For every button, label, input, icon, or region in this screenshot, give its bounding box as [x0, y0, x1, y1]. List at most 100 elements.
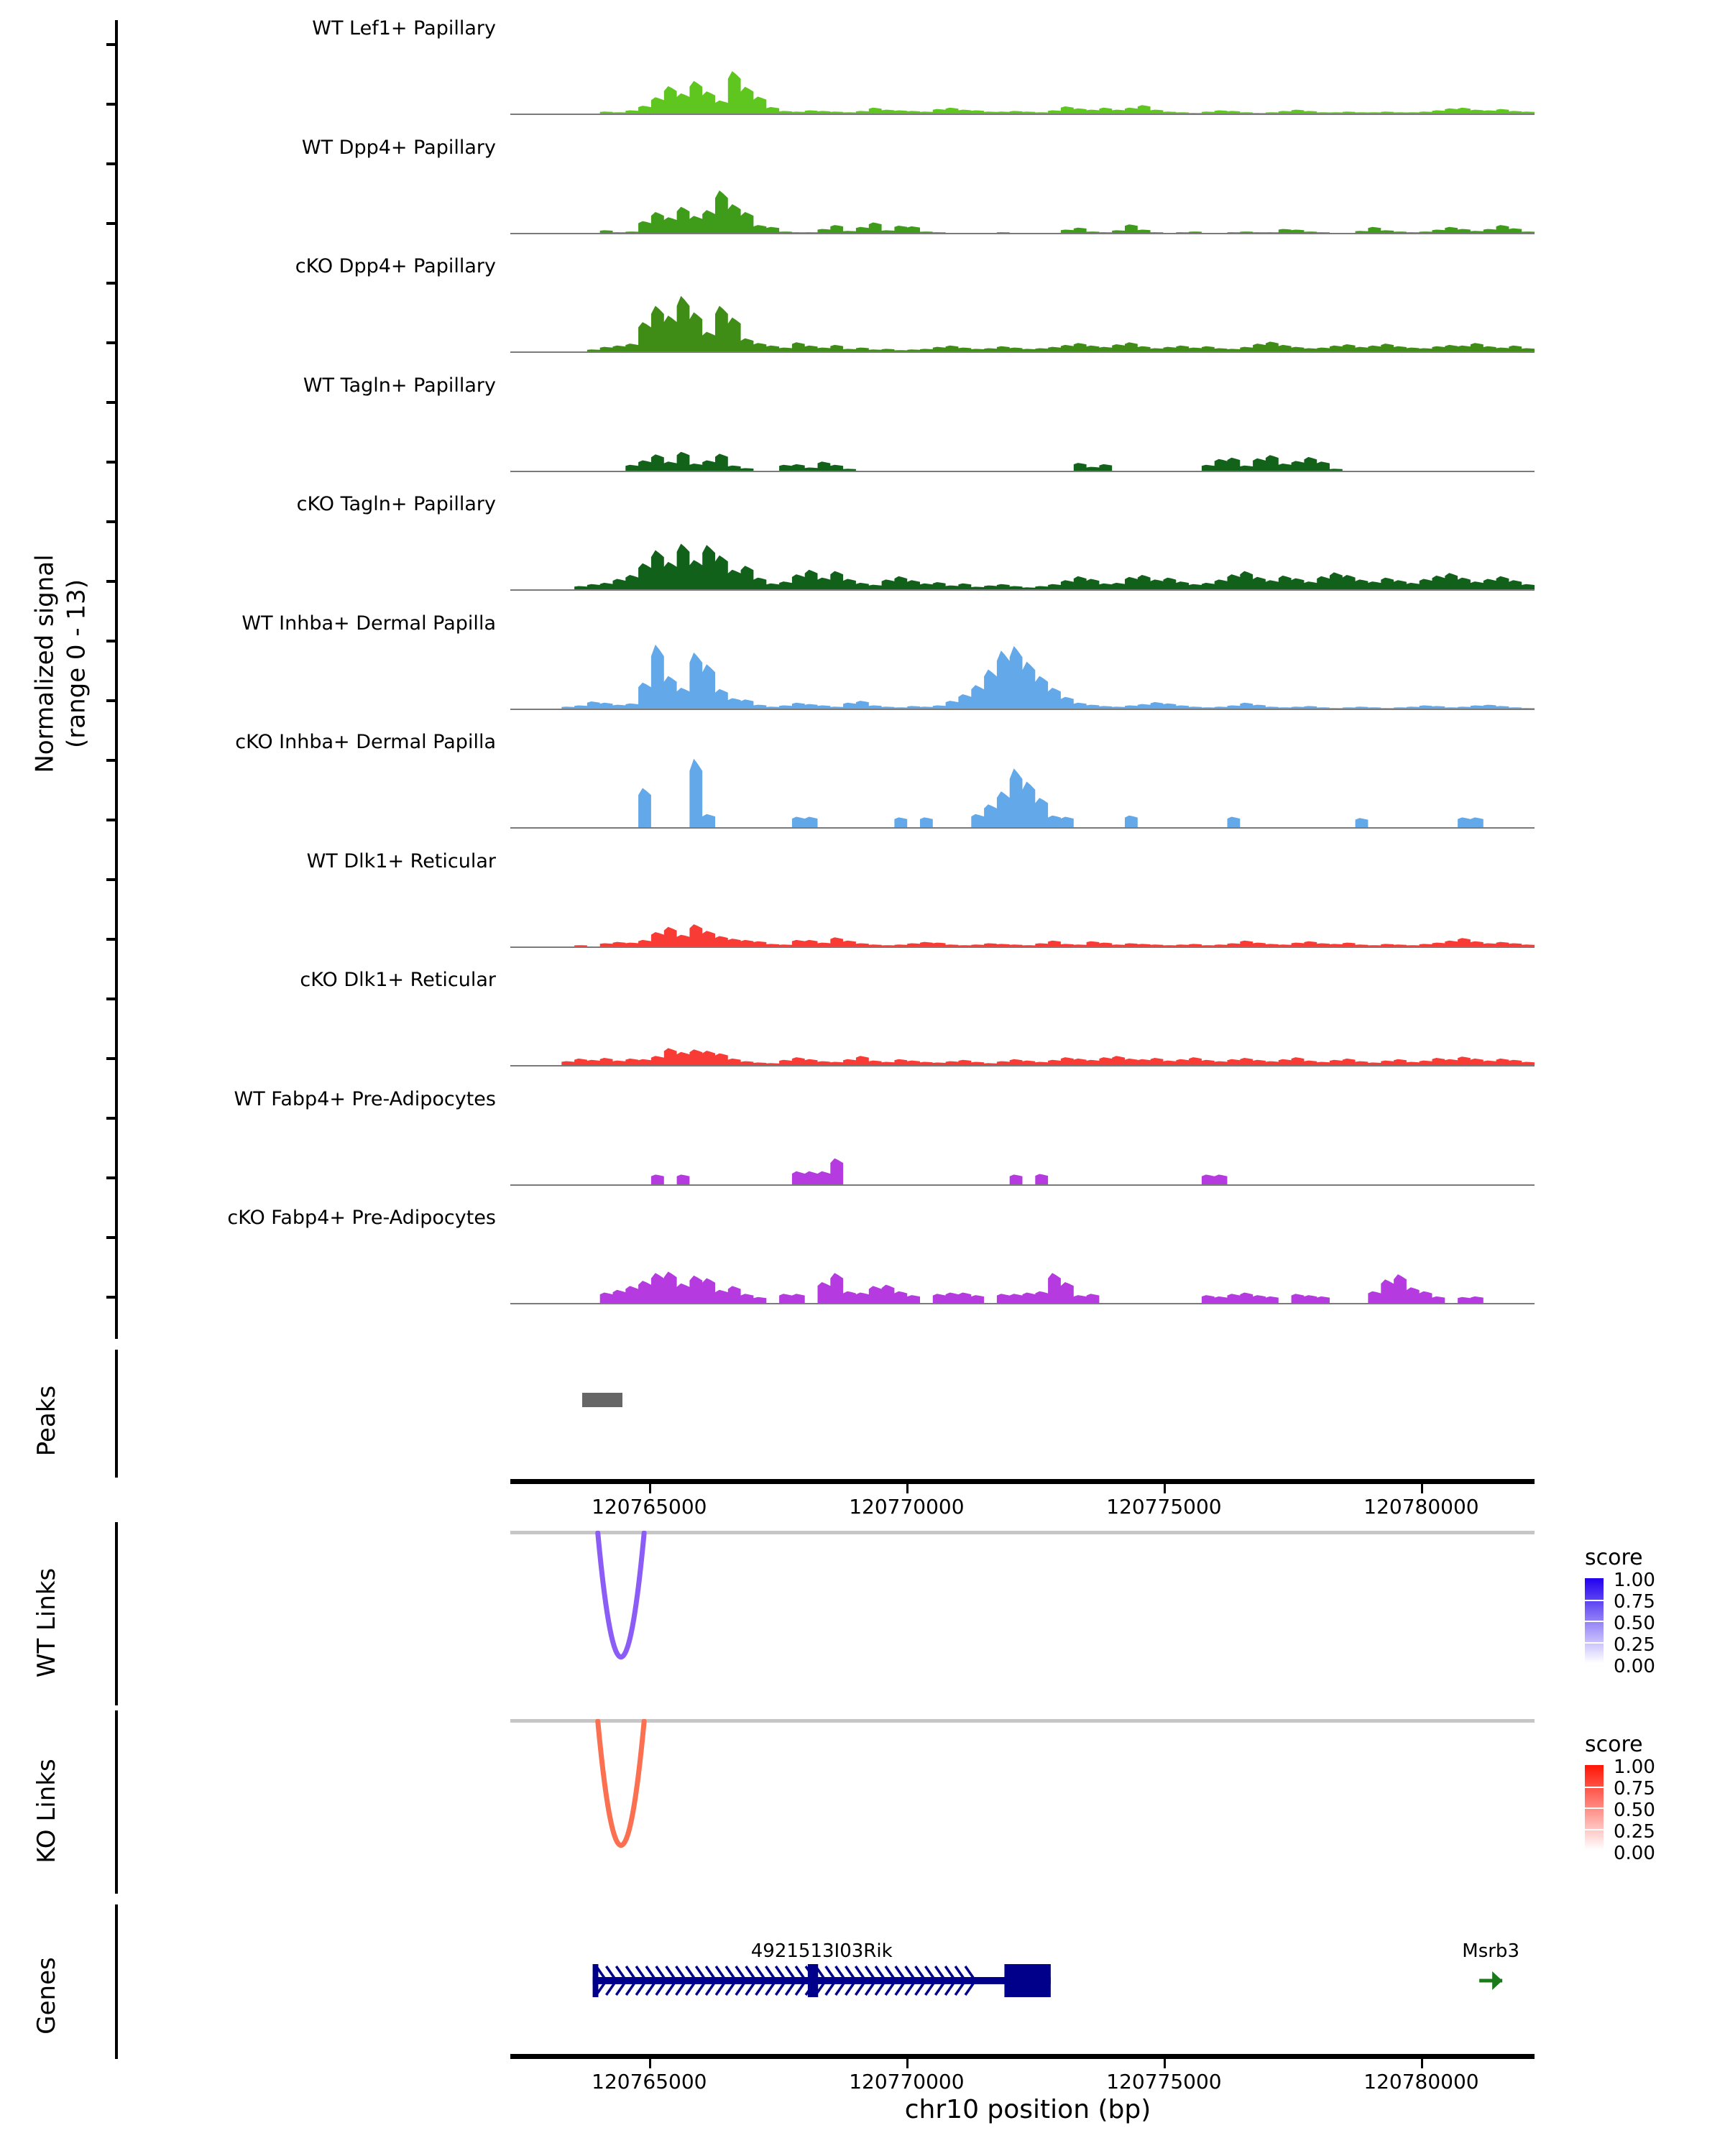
gene-strand-arrow-icon: [714, 1965, 728, 1996]
coverage-track-label: WT Tagln+ Papillary: [303, 374, 496, 397]
coverage-track-label: cKO Dlk1+ Reticular: [300, 969, 496, 991]
y-axis-tick: [106, 640, 116, 642]
gene-exon[interactable]: [592, 1964, 599, 1997]
gene-body: [592, 1977, 1051, 1984]
coverage-track-label: cKO Dpp4+ Papillary: [295, 255, 496, 277]
coverage-track-label: WT Lef1+ Papillary: [312, 17, 496, 40]
coverage-track-label: WT Dpp4+ Papillary: [301, 136, 496, 159]
genes-axis-tick-label: 120765000: [592, 2070, 707, 2093]
gene-strand-arrow-icon: [814, 1965, 827, 1996]
y-axis-tick: [106, 1236, 116, 1239]
coverage-signal-6: [510, 758, 1535, 827]
gene-strand-arrow-icon: [914, 1965, 927, 1996]
peaks-axis-tick-label: 120775000: [1106, 1495, 1222, 1519]
ko-links-y-axis: [115, 1710, 118, 1894]
gene-strand-arrow-icon: [694, 1965, 708, 1996]
coverage-signal-8: [510, 1048, 1535, 1065]
coverage-baseline: [510, 470, 1535, 472]
y-axis-tick: [106, 43, 116, 46]
peaks-axis-line: [510, 1479, 1535, 1484]
gene-name-label: Msrb3: [1462, 1940, 1519, 1962]
ko-links-arcs: [595, 1719, 647, 1848]
peaks-axis-tick-label: 120780000: [1363, 1495, 1479, 1519]
coverage-baseline: [510, 351, 1535, 353]
gene-strand-arrow-icon: [864, 1965, 878, 1996]
gene-strand-arrow-icon: [944, 1965, 957, 1996]
score-legend-tick-label: 0.25: [1614, 1821, 1655, 1843]
gene-name-label: 4921513I03Rik: [750, 1940, 893, 1962]
genes-section-label: Genes: [32, 1957, 61, 2035]
gene-strand-arrow-icon: [834, 1965, 847, 1996]
gene-strand-arrow-icon: [645, 1965, 658, 1996]
score-legend-tickmark: [1585, 1807, 1604, 1809]
coverage-track-label: WT Dlk1+ Reticular: [306, 849, 496, 872]
peaks-axis-tick: [906, 1484, 909, 1493]
gene-strand-arrow-icon: [655, 1965, 668, 1996]
y-axis-tick: [106, 282, 116, 285]
coverage-baseline: [510, 589, 1535, 591]
peaks-section-label: Peaks: [32, 1385, 61, 1457]
gene-strand-arrow-icon: [765, 1965, 778, 1996]
gene-strand-arrow-icon: [1492, 1971, 1503, 1990]
genes-axis-line: [510, 2054, 1535, 2059]
score-legend-tickmark: [1585, 1850, 1604, 1851]
coverage-signal-2: [510, 295, 1535, 351]
y-axis-tick: [106, 520, 116, 523]
score-legend-tick-label: 0.00: [1614, 1656, 1655, 1677]
y-axis-tick: [106, 1176, 116, 1179]
gene-strand-arrow-icon: [704, 1965, 718, 1996]
gene-strand-arrow-icon: [874, 1965, 888, 1996]
score-legend-tick-label: 1.00: [1614, 1570, 1655, 1591]
score-legend-tick-label: 0.75: [1614, 1591, 1655, 1613]
gene-strand-arrow-icon: [854, 1965, 868, 1996]
gene-strand-arrow-icon: [794, 1965, 808, 1996]
gene-strand-arrow-icon: [745, 1965, 758, 1996]
score-legend-title: score: [1585, 1545, 1643, 1570]
peaks-axis-tick-label: 120770000: [849, 1495, 965, 1519]
coverage-track-label: cKO Tagln+ Papillary: [296, 493, 496, 515]
genes-axis-tick: [906, 2059, 909, 2068]
score-legend-tickmark: [1585, 1621, 1604, 1622]
wt-links-topline: [510, 1531, 1535, 1534]
gene-strand-arrow-icon: [595, 1965, 608, 1996]
score-legend-tickmark: [1585, 1786, 1604, 1788]
score-legend-title: score: [1585, 1732, 1643, 1757]
coverage-baseline: [510, 708, 1535, 710]
coverage-baseline: [510, 1303, 1535, 1304]
gene-strand-arrow-icon: [884, 1965, 898, 1996]
genes-axis-tick-label: 120780000: [1363, 2070, 1479, 2093]
x-axis-title: chr10 position (bp): [904, 2095, 1151, 2124]
gene-strand-arrow-icon: [605, 1965, 618, 1996]
link-arc[interactable]: [595, 1531, 647, 1659]
coverage-signal-4: [510, 543, 1535, 589]
gene-exon[interactable]: [1004, 1964, 1051, 1997]
y-axis-tick: [106, 819, 116, 821]
peaks-axis-tick: [1421, 1484, 1424, 1493]
score-legend-tick-label: 0.50: [1614, 1800, 1655, 1821]
coverage-track-label: cKO Inhba+ Dermal Papilla: [235, 731, 496, 753]
link-arc[interactable]: [595, 1719, 647, 1848]
coverage-signal-1: [510, 190, 1535, 233]
gene-strand-arrow-icon: [625, 1965, 638, 1996]
gene-strand-arrow-icon: [755, 1965, 768, 1996]
y-axis-tick: [106, 699, 116, 702]
gene-strand-arrow-icon: [635, 1965, 648, 1996]
y-axis-tick: [106, 103, 116, 106]
wt-links-arcs: [595, 1531, 647, 1659]
gene-strand-arrow-icon: [824, 1965, 837, 1996]
y-axis-tick: [106, 1057, 116, 1060]
y-axis-tick: [106, 162, 116, 165]
y-axis-tick: [106, 580, 116, 583]
peaks-y-axis: [115, 1350, 118, 1478]
y-axis-tick: [106, 401, 116, 404]
score-legend-tick-label: 0.00: [1614, 1843, 1655, 1864]
y-axis-tick: [106, 1117, 116, 1120]
score-legend-tickmark: [1585, 1641, 1604, 1644]
peak-region[interactable]: [582, 1393, 623, 1407]
wt-links-y-axis: [115, 1522, 118, 1705]
gene-strand-arrow-icon: [845, 1965, 857, 1996]
genes-axis-tick-label: 120770000: [849, 2070, 965, 2093]
gene-strand-arrow-icon: [724, 1965, 738, 1996]
coverage-signal-5: [510, 644, 1535, 709]
y-axis-tick: [106, 1296, 116, 1299]
